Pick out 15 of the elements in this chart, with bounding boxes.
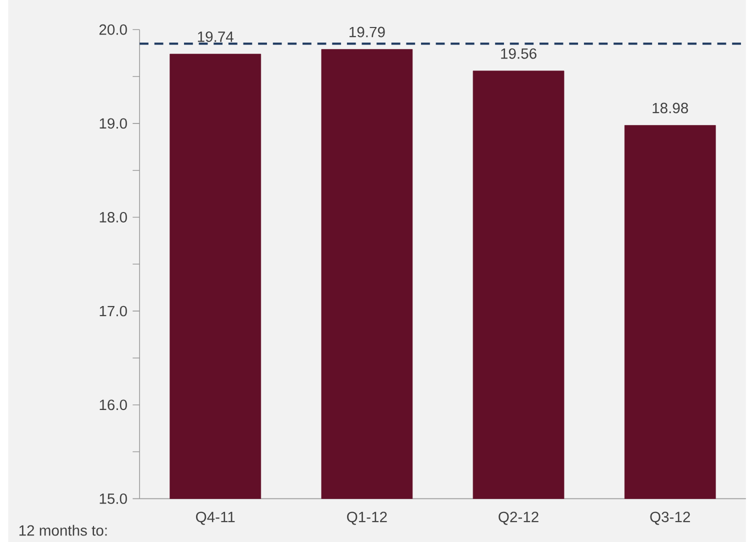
y-tick-label: 19.0	[100, 118, 127, 129]
x-tick-label: Q1-12	[347, 512, 387, 525]
data-label: 19.56	[501, 48, 536, 59]
y-tick-label: 17.0	[100, 306, 127, 316]
x-tick-label: Q2-12	[498, 512, 538, 525]
y-tick-label: 16.0	[100, 400, 127, 410]
data-label: 19.79	[350, 26, 385, 38]
y-tick-label: 18.0	[100, 212, 127, 222]
data-label: 18.98	[652, 102, 688, 114]
text: 12 months to:	[19, 524, 107, 536]
x-tick-label: Q4-11	[196, 512, 235, 525]
x-tick-label: Q3-12	[650, 512, 690, 525]
y-tick-label: 20.0	[99, 24, 127, 35]
y-tick-label: 15.0	[100, 493, 127, 504]
data-label: 19.74	[198, 31, 234, 42]
